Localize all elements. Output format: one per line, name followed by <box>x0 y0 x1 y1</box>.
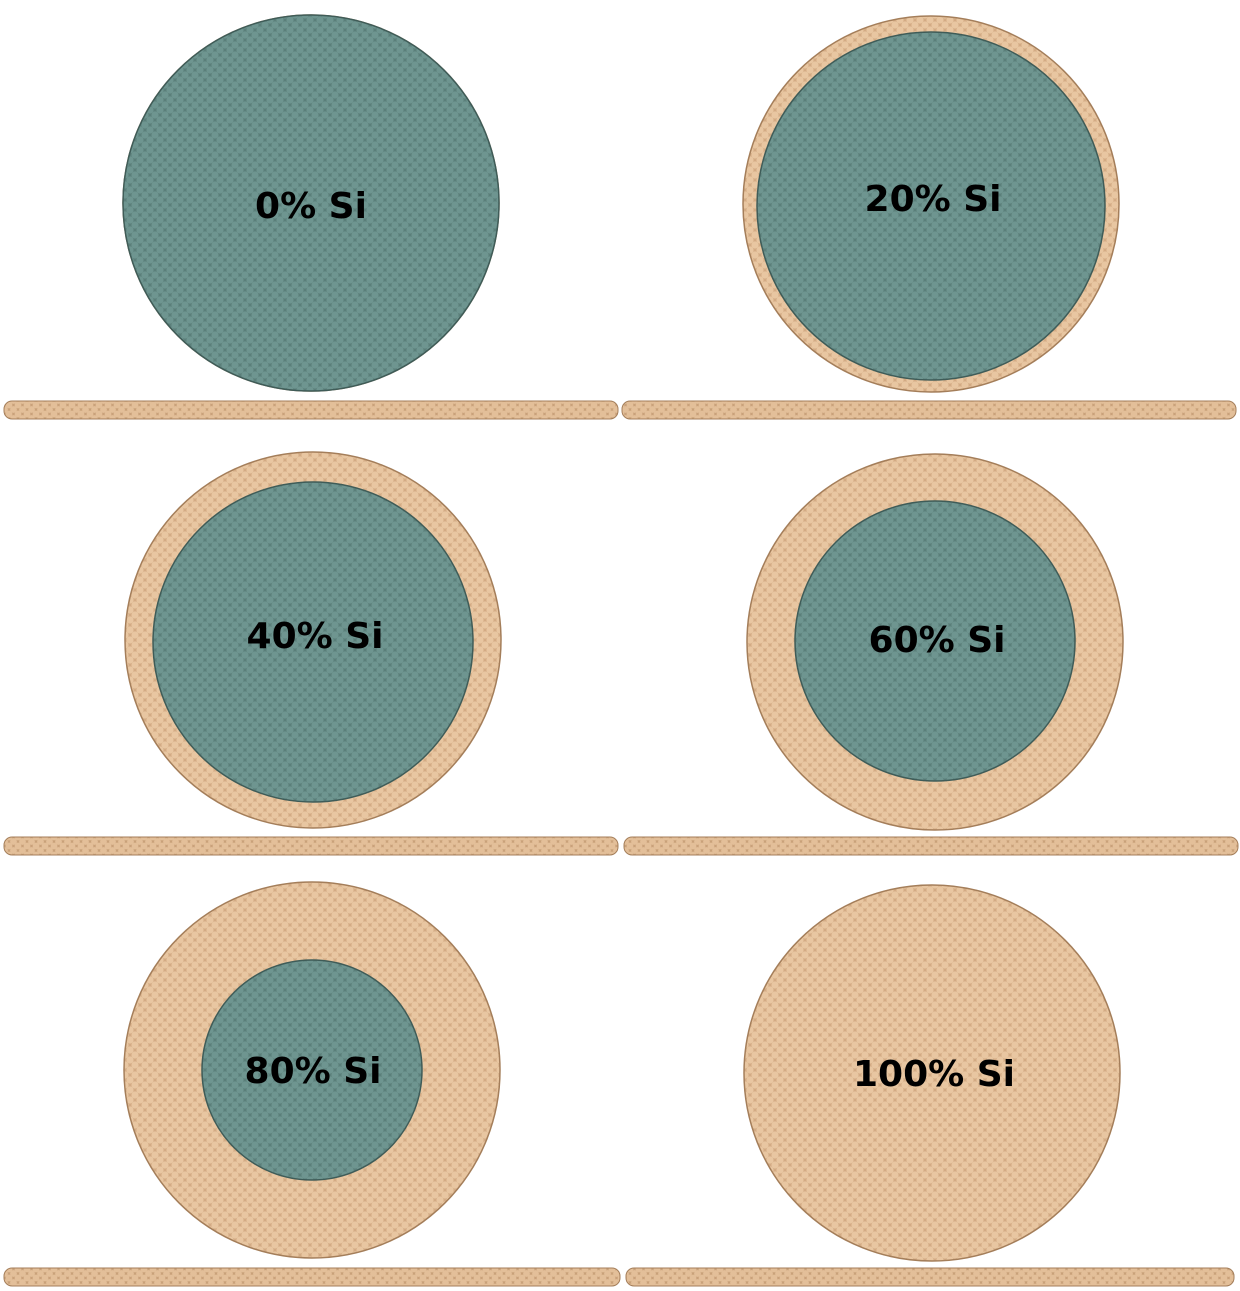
panel-0-si: 0% Si <box>3 14 619 420</box>
substrate-slab <box>625 1267 1235 1287</box>
panel-40-si: 40% Si <box>3 451 619 856</box>
particle-core <box>152 481 474 803</box>
panel-label: 80% Si <box>245 1051 382 1092</box>
panel-label: 0% Si <box>255 186 367 227</box>
panel-label: 100% Si <box>853 1054 1015 1095</box>
panel-60-si: 60% Si <box>623 453 1239 856</box>
particle-core <box>201 959 423 1181</box>
substrate-slab <box>3 836 619 856</box>
particle-core <box>756 31 1106 381</box>
panel-80-si: 80% Si <box>3 881 621 1287</box>
panel-100-si: 100% Si <box>625 884 1235 1287</box>
panel-20-si: 20% Si <box>621 15 1237 420</box>
substrate-slab <box>3 1267 621 1287</box>
panel-label: 60% Si <box>869 620 1006 661</box>
substrate-slab <box>621 400 1237 420</box>
panel-label: 40% Si <box>247 616 384 657</box>
substrate-slab <box>3 400 619 420</box>
particle-shell <box>743 884 1121 1262</box>
particle-core <box>122 14 500 392</box>
substrate-slab <box>623 836 1239 856</box>
particle-core <box>794 500 1076 782</box>
panel-label: 20% Si <box>865 179 1002 220</box>
